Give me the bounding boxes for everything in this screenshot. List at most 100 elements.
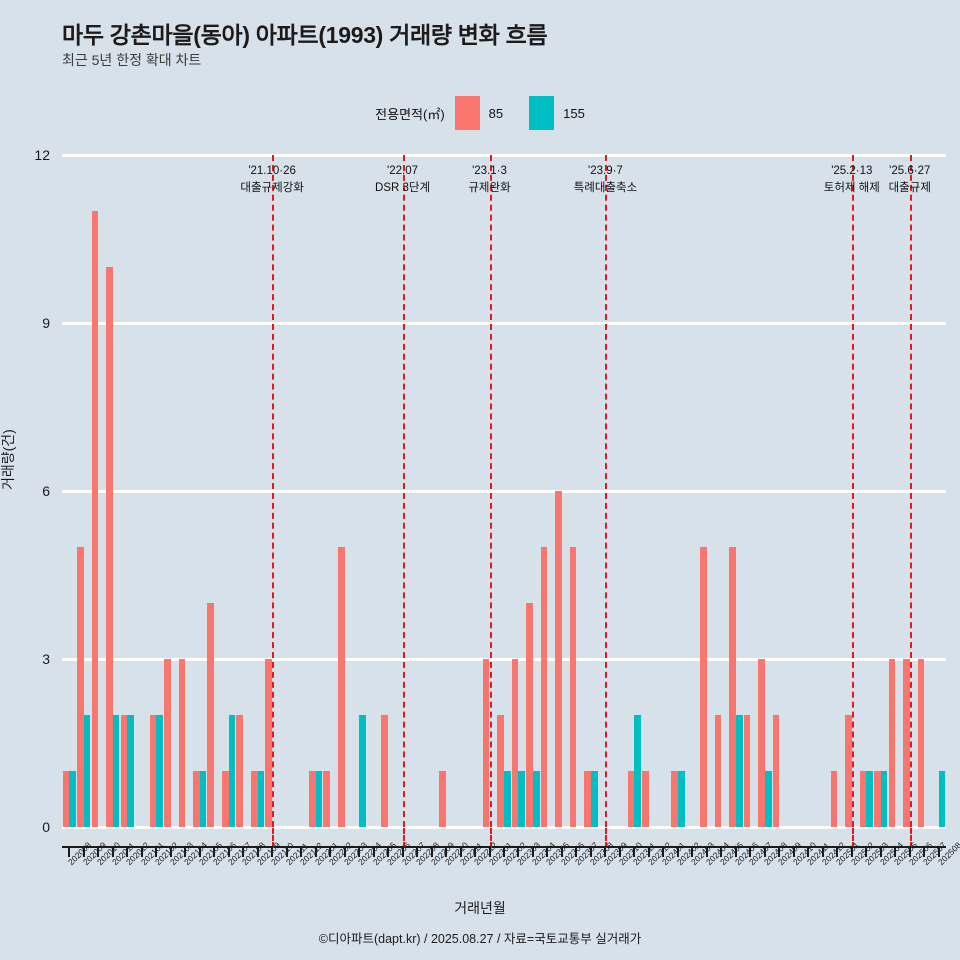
bar-202402-155[interactable] [677, 771, 685, 827]
bar-202311-155[interactable] [634, 715, 642, 827]
bar-202305-85[interactable] [540, 547, 548, 827]
event-text-202207: DSR 3단계 [375, 181, 431, 194]
plot-area [62, 153, 946, 829]
bar-202204-155[interactable] [359, 715, 366, 827]
bar-202302-155[interactable] [504, 771, 511, 827]
bar-202503-155[interactable] [866, 771, 873, 827]
x-tick-202404 [705, 846, 708, 857]
legend-item-85[interactable]: 85 [454, 96, 529, 130]
bar-202012-85[interactable] [120, 715, 128, 827]
bar-202009-85[interactable] [77, 547, 84, 827]
legend-label-85: 85 [488, 105, 504, 121]
bar-202107-85[interactable] [221, 771, 229, 827]
bar-202108-85[interactable] [236, 715, 244, 827]
bar-202302-85[interactable] [497, 715, 504, 827]
x-tick-202410 [792, 846, 795, 857]
x-tick-202301 [488, 846, 491, 857]
bar-202201-155[interactable] [315, 771, 323, 827]
bar-202501-85[interactable] [830, 771, 838, 827]
bar-202503-85[interactable] [859, 771, 867, 827]
bar-202304-85[interactable] [526, 603, 533, 827]
bar-202404-85[interactable] [700, 547, 707, 827]
x-tick-202102 [155, 846, 158, 857]
x-tick-202307 [575, 846, 578, 857]
bar-202202-85[interactable] [323, 771, 331, 827]
bar-202505-85[interactable] [888, 659, 896, 827]
bar-202303-85[interactable] [511, 659, 519, 827]
event-text-202502: 토허제 해제 [823, 181, 880, 194]
x-tick-202009 [82, 846, 85, 857]
event-label-202301: '23.1·3 규제완화 [468, 163, 510, 196]
bar-202303-155[interactable] [518, 771, 526, 827]
x-tick-202112 [300, 846, 303, 857]
bar-202406-85[interactable] [729, 547, 736, 827]
x-tick-202403 [691, 846, 694, 857]
bar-202408-155[interactable] [764, 771, 772, 827]
bar-202405-85[interactable] [714, 715, 722, 827]
event-date-202309: '23.9·7 [588, 165, 623, 177]
bar-202508-155[interactable] [938, 771, 946, 827]
bar-202406-155[interactable] [735, 715, 743, 827]
bar-202407-85[interactable] [743, 715, 751, 827]
bar-202106-85[interactable] [207, 603, 215, 827]
bar-202104-85[interactable] [178, 659, 186, 827]
bar-202402-85[interactable] [671, 771, 678, 827]
bar-202304-155[interactable] [532, 771, 540, 827]
bar-202210-85[interactable] [439, 771, 447, 827]
bar-202110-85[interactable] [265, 659, 273, 827]
bar-202008-85[interactable] [62, 771, 70, 827]
bar-202506-85[interactable] [903, 659, 910, 827]
bar-202408-85[interactable] [758, 659, 765, 827]
x-tick-202107 [227, 846, 230, 857]
bar-202010-85[interactable] [91, 211, 99, 827]
x-tick-202408 [763, 846, 766, 857]
x-tick-202312 [647, 846, 650, 857]
bar-202502-85[interactable] [845, 715, 852, 827]
bar-202203-85[interactable] [337, 547, 345, 827]
bar-202301-85[interactable] [482, 659, 490, 827]
bar-202201-85[interactable] [308, 771, 316, 827]
x-tick-202208 [416, 846, 419, 857]
bar-202105-85[interactable] [193, 771, 200, 827]
x-tick-202207 [401, 846, 404, 857]
bar-202105-155[interactable] [199, 771, 207, 827]
y-axis-title: 거래량(건) [0, 429, 16, 490]
bar-202311-85[interactable] [627, 771, 635, 827]
bar-202206-85[interactable] [381, 715, 389, 827]
bar-202504-155[interactable] [880, 771, 888, 827]
bar-202306-85[interactable] [555, 491, 562, 827]
bar-202012-155[interactable] [127, 715, 134, 827]
bar-202507-85[interactable] [917, 659, 925, 827]
bar-202102-155[interactable] [156, 715, 163, 827]
chart-legend: 전용면적(㎡) 85 155 [0, 96, 960, 130]
bar-202312-85[interactable] [642, 771, 649, 827]
event-date-202502: '25.2·13 [831, 165, 873, 177]
bar-202409-85[interactable] [772, 715, 780, 827]
bar-202008-155[interactable] [69, 771, 76, 827]
bar-202107-155[interactable] [228, 715, 236, 827]
legend-title: 전용면적(㎡) [375, 106, 445, 122]
bar-202308-85[interactable] [584, 771, 591, 827]
bar-202011-85[interactable] [106, 267, 113, 827]
bar-202308-155[interactable] [590, 771, 598, 827]
event-line-stub-202309 [605, 828, 608, 848]
bar-202011-155[interactable] [112, 715, 120, 827]
bar-202009-155[interactable] [83, 715, 91, 827]
legend-swatch-85 [454, 96, 480, 130]
bar-202109-155[interactable] [257, 771, 265, 827]
bar-202307-85[interactable] [569, 547, 577, 827]
legend-item-155[interactable]: 155 [529, 96, 585, 130]
event-line-202506 [909, 155, 912, 827]
event-line-stub-202506 [909, 828, 912, 848]
event-line-stub-202502 [851, 828, 854, 848]
x-tick-202008 [68, 846, 71, 857]
x-tick-202507 [923, 846, 926, 857]
bar-202504-85[interactable] [874, 771, 881, 827]
y-tick-label-6: 6 [42, 483, 50, 499]
bar-202109-85[interactable] [250, 771, 258, 827]
x-tick-202409 [778, 846, 781, 857]
bar-202102-85[interactable] [149, 715, 157, 827]
x-tick-202308 [589, 846, 592, 857]
bar-202103-85[interactable] [164, 659, 171, 827]
